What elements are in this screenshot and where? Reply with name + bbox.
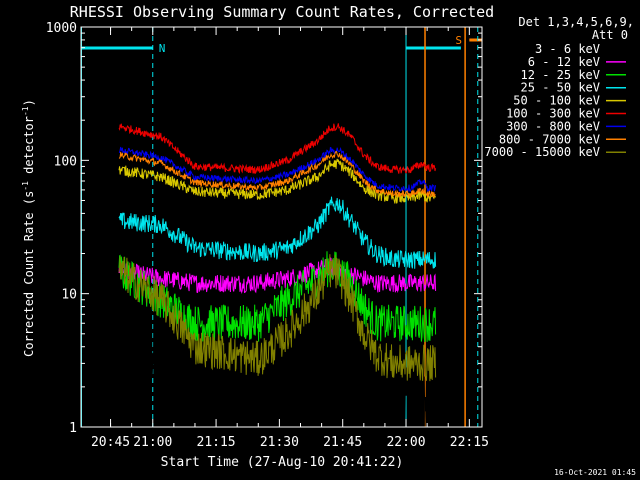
y-axis-label-sup-2: -1 (21, 106, 30, 116)
series-line (118, 254, 437, 382)
series-line (118, 196, 437, 269)
legend-header-attenuator: Att 0 (592, 28, 628, 42)
legend-label: 6 - 12 keV (528, 55, 600, 69)
legend-label: 800 - 7000 keV (499, 132, 600, 146)
x-tick-label: 21:30 (260, 435, 299, 450)
x-tick-label: 21:45 (323, 435, 362, 450)
legend-label: 300 - 800 keV (506, 119, 600, 133)
y-axis-label-part-2: detector (22, 116, 36, 181)
y-tick-label: 1000 (46, 21, 77, 36)
legend-label: 3 - 6 keV (535, 42, 600, 56)
series-line (118, 123, 437, 175)
y-tick-label: 1 (69, 421, 77, 436)
y-ticks: 1 10 100 1000 (46, 21, 482, 436)
x-tick-label: 21:00 (133, 435, 172, 450)
saa-label: S (455, 34, 462, 47)
y-tick-label: 100 (54, 154, 77, 169)
series-line (118, 146, 437, 194)
y-axis-label-part-3: ) (22, 99, 36, 106)
legend-label: 100 - 300 keV (506, 107, 600, 121)
axes-box (80, 26, 483, 428)
y-axis-label: Corrected Count Rate (s-1 detector-1) (21, 99, 36, 357)
legend-label: 7000 - 15000 keV (484, 145, 600, 159)
chart-title: RHESSI Observing Summary Count Rates, Co… (70, 3, 494, 21)
series-line (118, 256, 437, 294)
y-axis-label-part-1: Corrected Count Rate (s (22, 191, 36, 357)
x-tick-label: 21:15 (197, 435, 236, 450)
x-tick-label: 22:00 (386, 435, 425, 450)
plot-frame (80, 26, 483, 428)
legend-header-detectors: Det 1,3,4,5,6,9, (518, 15, 634, 29)
y-tick-label: 10 (61, 288, 77, 303)
y-axis-label-sup-1: -1 (21, 181, 30, 191)
legend-label: 25 - 50 keV (521, 81, 600, 95)
x-tick-label: 22:15 (450, 435, 489, 450)
series-line (118, 251, 437, 342)
series-line (118, 150, 436, 199)
footer-timestamp: 16-Oct-2021 01:45 (554, 468, 636, 477)
series-line (118, 158, 437, 204)
x-ticks: 20:45 21:00 21:15 21:30 21:45 22:00 22:15 (91, 27, 489, 450)
legend-label: 50 - 100 keV (513, 94, 600, 108)
night-label: N (159, 42, 166, 55)
x-tick-label: 20:45 (91, 435, 130, 450)
legend-label: 12 - 25 keV (521, 68, 600, 82)
series-line (118, 268, 436, 428)
x-axis-label: Start Time (27-Aug-10 20:41:22) (161, 455, 404, 470)
data-layer (118, 123, 437, 428)
